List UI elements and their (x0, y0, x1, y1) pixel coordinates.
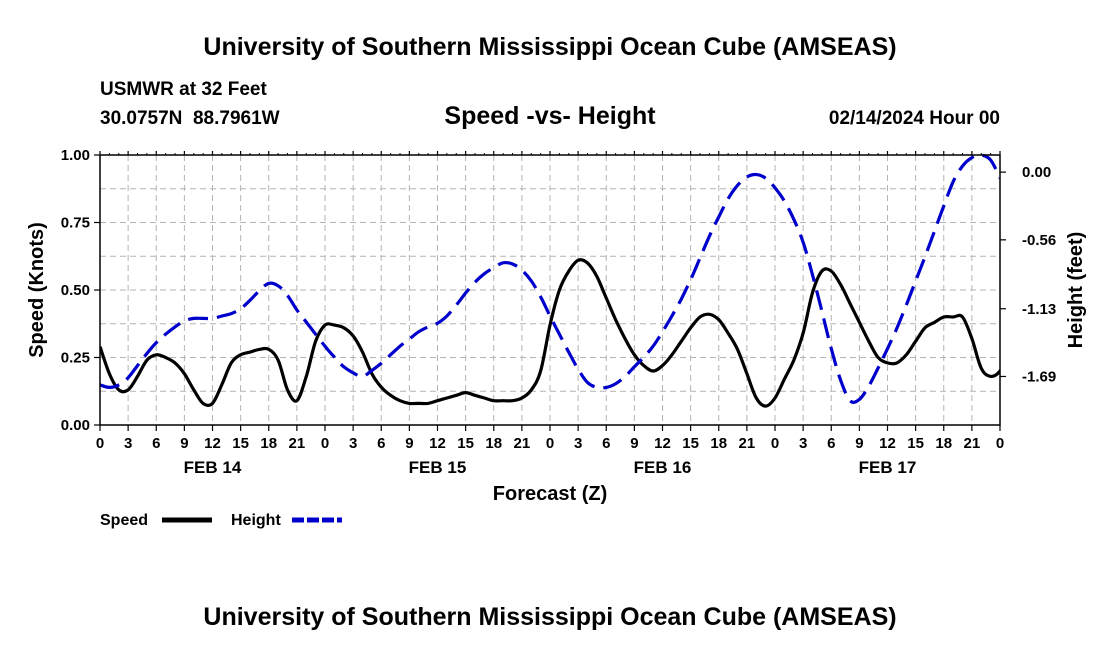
day-label: FEB 15 (409, 458, 467, 477)
y2-tick-label: -1.69 (1022, 368, 1056, 385)
x-tick-label: 21 (514, 435, 531, 452)
x-tick-label: 6 (827, 435, 835, 452)
x-tick-label: 15 (682, 435, 699, 452)
x-tick-label: 3 (349, 435, 357, 452)
grid-lines (100, 155, 1000, 425)
x-tick-label: 21 (289, 435, 306, 452)
x-tick-label: 15 (457, 435, 474, 452)
x-tick-label: 12 (879, 435, 896, 452)
y-tick-label: 0.50 (61, 282, 90, 299)
x-tick-label: 6 (152, 435, 160, 452)
x-tick-label: 18 (260, 435, 277, 452)
x-tick-label: 6 (377, 435, 385, 452)
y-axis-title: Speed (Knots) (26, 222, 48, 358)
figure-title-top: University of Southern Mississippi Ocean… (203, 33, 896, 61)
x-tick-label: 0 (546, 435, 554, 452)
x-tick-label: 21 (964, 435, 981, 452)
y2-tick-label: -0.56 (1022, 232, 1056, 249)
legend-speed-label: Speed (100, 512, 148, 529)
station-label: USMWR at 32 Feet (100, 79, 267, 100)
day-label: FEB 14 (184, 458, 242, 477)
x-tick-label: 15 (907, 435, 924, 452)
axis-layer: 0 3 6 9 12 15 18 21 0 3 6 9 12 15 18 21 0 3 6 9 12 15 18 21 0 3 6 9… (61, 147, 1056, 477)
y2-tick-label: 0.00 (1022, 164, 1051, 181)
chart-subtitle: Speed -vs- Height (444, 102, 656, 130)
x-tick-label: 12 (204, 435, 221, 452)
y-tick-label: 0.75 (61, 215, 90, 232)
x-tick-label: 9 (405, 435, 413, 452)
x-tick-label: 9 (630, 435, 638, 452)
y-tick-label: 0.25 (61, 350, 90, 367)
y2-tick-label: -1.13 (1022, 301, 1056, 318)
x-tick-label: 6 (602, 435, 610, 452)
x-tick-label: 9 (180, 435, 188, 452)
height-line (100, 153, 1000, 404)
x-tick-label: 0 (96, 435, 104, 452)
forecast-datetime: 02/14/2024 Hour 00 (829, 108, 1000, 129)
x-tick-label: 18 (485, 435, 502, 452)
x-tick-label: 0 (321, 435, 329, 452)
x-tick-label: 12 (654, 435, 671, 452)
legend: Speed Height (100, 512, 342, 529)
x-tick-label: 12 (429, 435, 446, 452)
y-tick-label: 0.00 (61, 417, 90, 434)
series-layer (100, 153, 1000, 408)
x-tick-label: 15 (232, 435, 249, 452)
station-coords: 30.0757N 88.7961W (100, 108, 280, 129)
x-axis-title: Forecast (Z) (493, 483, 607, 505)
legend-height-label: Height (231, 512, 281, 529)
x-tick-label: 3 (124, 435, 132, 452)
y-tick-label: 1.00 (61, 147, 90, 164)
x-tick-label: 3 (799, 435, 807, 452)
figure-title-bottom: University of Southern Mississippi Ocean… (203, 603, 896, 631)
x-tick-label: 18 (935, 435, 952, 452)
x-tick-label: 3 (574, 435, 582, 452)
day-label: FEB 17 (859, 458, 917, 477)
x-tick-label: 0 (771, 435, 779, 452)
y2-axis-title: Height (feet) (1065, 232, 1087, 349)
speed-line (100, 258, 1000, 408)
x-tick-label: 0 (996, 435, 1004, 452)
x-tick-label: 21 (739, 435, 756, 452)
day-label: FEB 16 (634, 458, 692, 477)
x-tick-label: 18 (710, 435, 727, 452)
x-tick-label: 9 (855, 435, 863, 452)
